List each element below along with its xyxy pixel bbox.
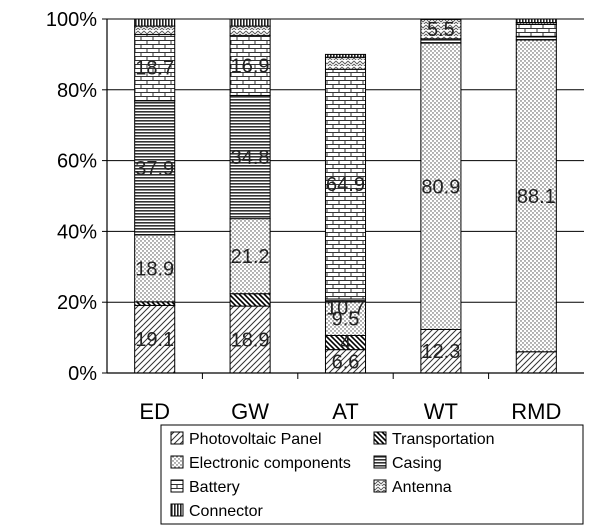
- y-tick-label: 0%: [68, 363, 97, 385]
- data-label-at-battery: 64.9: [326, 174, 365, 196]
- bars: [134, 18, 557, 374]
- bar-ed-photovoltaic-panel: [134, 304, 176, 374]
- legend: Photovoltaic Panel Transportation Electron…: [160, 424, 584, 525]
- legend-swatch-battery: [170, 479, 184, 493]
- bar-gw-antenna: [229, 25, 271, 37]
- x-tick-label: AT: [332, 399, 358, 424]
- bar-rmd-electronic-components: [515, 39, 557, 353]
- data-label-ed-electronic-components: 18.9: [135, 258, 174, 280]
- data-label-wt-photovoltaic-panel: 12.3: [421, 341, 460, 363]
- bar-ed-casing: [134, 100, 176, 236]
- legend-label-transportation: Transportation: [392, 431, 495, 448]
- data-label-at-photovoltaic-panel: 6.6: [332, 351, 360, 373]
- legend-swatch-electronic-components: [170, 455, 184, 469]
- bar-ed-transportation: [134, 301, 176, 306]
- legend-swatch-casing: [373, 455, 387, 469]
- axes: 0% 20% 40% 60% 80% 100% ED GW AT WT RMD: [46, 9, 584, 424]
- data-label-rmd-electronic-components: 88.1: [517, 186, 556, 208]
- x-tick-label: ED: [139, 399, 170, 424]
- bar-ed-electronic-components: [134, 234, 176, 303]
- y-tick-label: 80%: [57, 80, 97, 102]
- bar-ed-connector: [134, 18, 176, 27]
- bar-rmd-battery: [515, 23, 557, 37]
- data-label-gw-photovoltaic-panel: 18.9: [231, 330, 270, 352]
- bar-gw-photovoltaic-panel: [229, 305, 271, 374]
- data-label-gw-battery: 16.9: [231, 56, 270, 78]
- legend-label-casing: Casing: [392, 455, 442, 472]
- legend-swatch-transportation: [373, 431, 387, 445]
- bar-at-antenna: [324, 56, 367, 70]
- legend-swatch-connector: [170, 503, 184, 517]
- bar-gw-transportation: [229, 293, 271, 307]
- data-label-wt-electronic-components: 80.9: [421, 176, 460, 198]
- data-label-wt-antenna: 5.5: [427, 19, 455, 41]
- y-tick-label: 20%: [57, 292, 97, 314]
- bar-gw-casing: [229, 94, 271, 220]
- legend-box: [160, 424, 584, 525]
- legend-label-connector: Connector: [189, 503, 263, 520]
- bar-rmd-photovoltaic-panel: [515, 351, 557, 374]
- bar-at-electronic-components: [324, 301, 367, 336]
- data-label-at-extra: 10.7: [326, 298, 365, 320]
- bar-ed-antenna: [134, 25, 176, 36]
- legend-swatch-photovoltaic-panel: [170, 431, 184, 445]
- data-labels: 19.1 18.9 37.9 18.7 18.9 21.2 34.8 16.9 6.649.5 6…: [135, 19, 556, 373]
- y-tick-label: 40%: [57, 221, 97, 243]
- data-label-gw-casing: 34.8: [231, 147, 270, 169]
- data-label-ed-battery: 18.7: [135, 58, 174, 80]
- x-tick-label: RMD: [511, 399, 561, 424]
- legend-swatch-antenna: [373, 479, 387, 493]
- bar-ed-battery: [134, 34, 176, 102]
- x-tick-label: WT: [424, 399, 458, 424]
- data-label-ed-casing: 37.9: [135, 158, 174, 180]
- legend-label-electronic-components: Electronic components: [189, 455, 351, 472]
- data-label-at-electronic-components: 9.5: [332, 309, 360, 331]
- x-tick-label: GW: [231, 399, 269, 424]
- data-label-gw-electronic-components: 21.2: [231, 246, 270, 268]
- y-tick-label: 60%: [57, 151, 97, 173]
- bar-gw-battery: [229, 35, 271, 96]
- legend-label-battery: Battery: [189, 479, 240, 496]
- y-tick-label: 100%: [46, 9, 97, 31]
- bar-at-connector: [324, 53, 367, 58]
- legend-label-antenna: Antenna: [392, 479, 452, 496]
- data-label-ed-photovoltaic-panel: 19.1: [135, 329, 174, 351]
- data-label-at-transportation: 4: [340, 333, 351, 355]
- bar-gw-electronic-components: [229, 218, 271, 295]
- legend-label-photovoltaic-panel: Photovoltaic Panel: [189, 431, 322, 448]
- bar-wt-electronic-components: [420, 42, 462, 330]
- bar-wt-photovoltaic-panel: [420, 328, 462, 374]
- bar-rmd-casing: [515, 35, 557, 41]
- bar-at-battery: [324, 68, 367, 300]
- bar-gw-connector: [229, 18, 271, 27]
- bar-rmd-connector: [515, 18, 557, 24]
